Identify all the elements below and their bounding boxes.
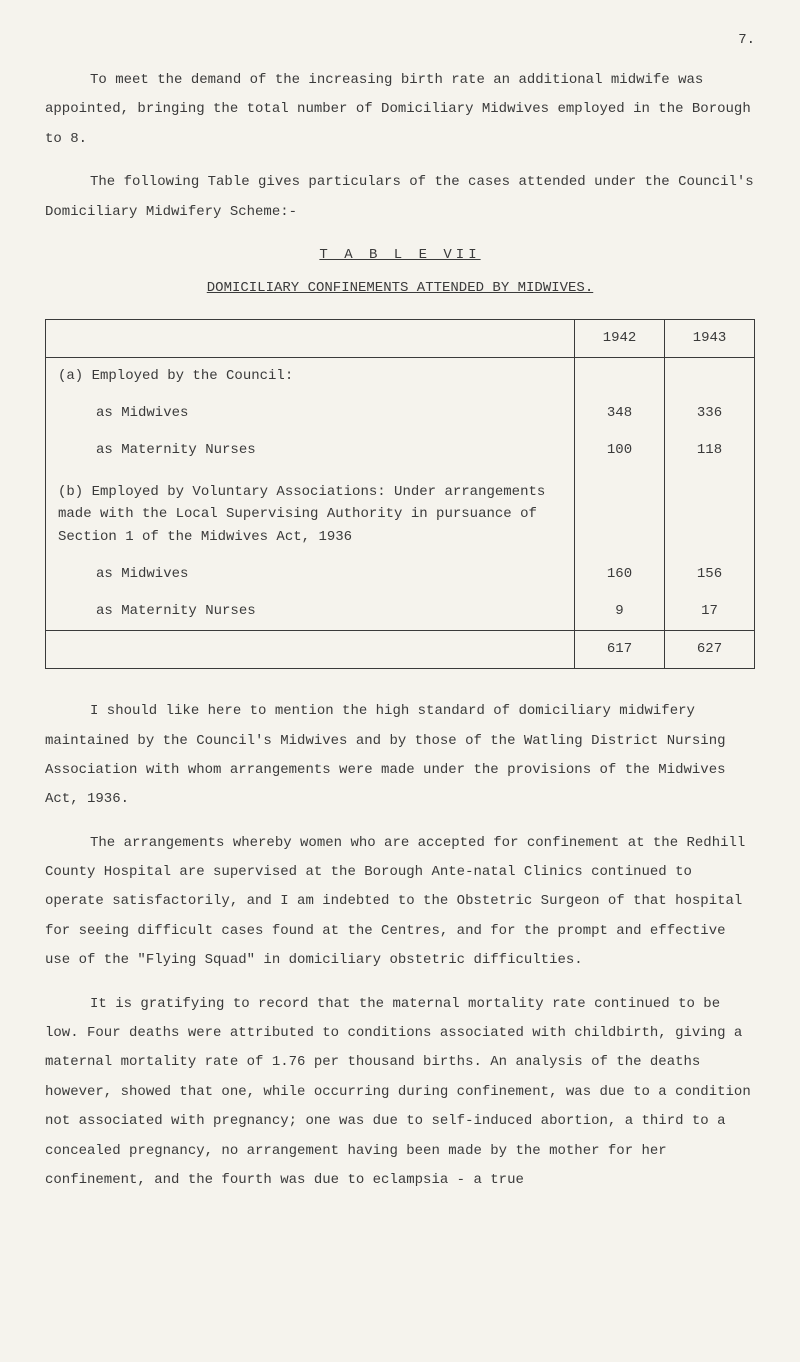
cell-blank bbox=[665, 357, 755, 395]
header-1942: 1942 bbox=[575, 319, 665, 357]
header-1943: 1943 bbox=[665, 319, 755, 357]
row-b-sub1-1943: 156 bbox=[665, 556, 755, 593]
total-blank bbox=[46, 631, 575, 669]
paragraph-1: To meet the demand of the increasing bir… bbox=[45, 66, 755, 154]
page-number: 7. bbox=[45, 30, 755, 51]
paragraph-4: The arrangements whereby women who are a… bbox=[45, 829, 755, 976]
header-blank bbox=[46, 319, 575, 357]
total-row: 617 627 bbox=[46, 631, 755, 669]
row-b-sub2: as Maternity Nurses 9 17 bbox=[46, 593, 755, 631]
row-b-header: (b) Employed by Voluntary Associations: … bbox=[46, 469, 755, 556]
row-b-sub1: as Midwives 160 156 bbox=[46, 556, 755, 593]
paragraph-2: The following Table gives particulars of… bbox=[45, 168, 755, 227]
row-b-sub1-1942: 160 bbox=[575, 556, 665, 593]
cell-blank bbox=[575, 469, 665, 556]
row-b-label: (b) Employed by Voluntary Associations: … bbox=[46, 469, 575, 556]
total-1943: 627 bbox=[665, 631, 755, 669]
row-a-sub1-1943: 336 bbox=[665, 395, 755, 432]
cell-blank bbox=[665, 469, 755, 556]
row-a-sub2-label: as Maternity Nurses bbox=[46, 432, 575, 469]
paragraph-3: I should like here to mention the high s… bbox=[45, 697, 755, 815]
row-a-sub2-1942: 100 bbox=[575, 432, 665, 469]
table-header-row: 1942 1943 bbox=[46, 319, 755, 357]
table-title: T A B L E VII bbox=[45, 245, 755, 266]
row-b-sub2-1943: 17 bbox=[665, 593, 755, 631]
row-a-sub1-label: as Midwives bbox=[46, 395, 575, 432]
row-a-header: (a) Employed by the Council: bbox=[46, 357, 755, 395]
row-a-label: (a) Employed by the Council: bbox=[46, 357, 575, 395]
row-a-sub1: as Midwives 348 336 bbox=[46, 395, 755, 432]
row-a-sub2: as Maternity Nurses 100 118 bbox=[46, 432, 755, 469]
row-b-sub2-label: as Maternity Nurses bbox=[46, 593, 575, 631]
confinements-table: 1942 1943 (a) Employed by the Council: a… bbox=[45, 319, 755, 669]
table-subtitle: DOMICILIARY CONFINEMENTS ATTENDED BY MID… bbox=[45, 278, 755, 299]
row-b-sub1-label: as Midwives bbox=[46, 556, 575, 593]
row-a-sub2-1943: 118 bbox=[665, 432, 755, 469]
row-b-sub2-1942: 9 bbox=[575, 593, 665, 631]
total-1942: 617 bbox=[575, 631, 665, 669]
cell-blank bbox=[575, 357, 665, 395]
paragraph-5: It is gratifying to record that the mate… bbox=[45, 990, 755, 1196]
row-a-sub1-1942: 348 bbox=[575, 395, 665, 432]
